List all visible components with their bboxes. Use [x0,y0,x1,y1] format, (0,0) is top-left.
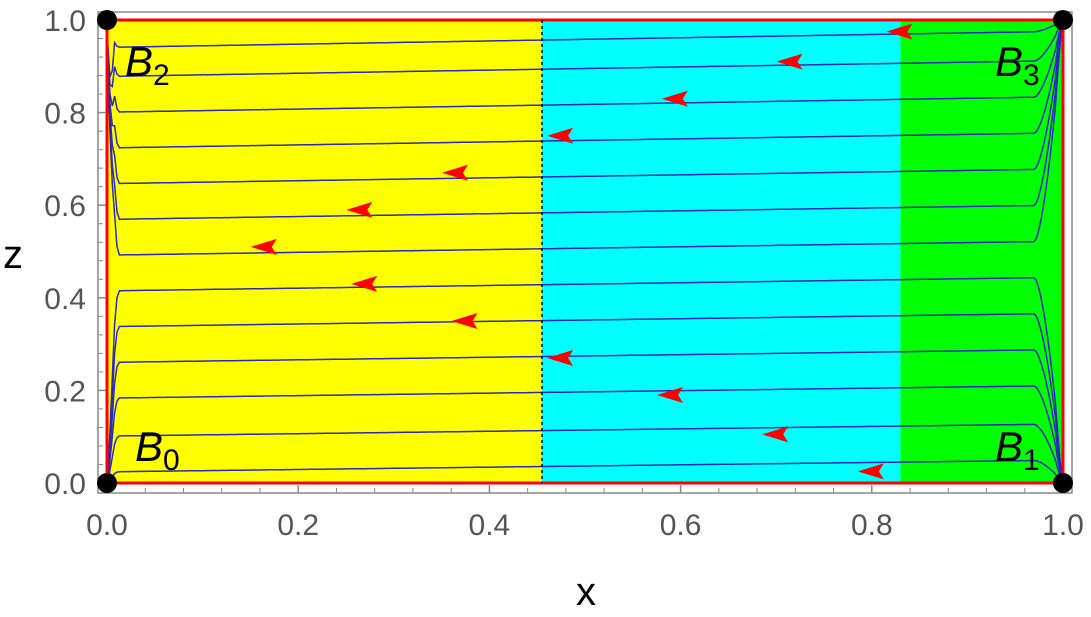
frame-border [97,11,1073,494]
z-tick-label-4: 0.8 [44,98,86,131]
z-axis-title: z [3,233,23,277]
trajectory-4 [106,313,1064,482]
flow-arrow-5 [351,275,378,292]
critical-point-subscript: 1 [1023,444,1040,477]
flow-arrow-0 [857,463,884,480]
trajectory-10 [106,20,1064,113]
invariant-boundary [105,18,1065,485]
trajectory-11 [106,20,1064,89]
trajectory-layer [106,19,1064,484]
critical-point-subscript: 3 [1023,59,1040,92]
trajectory-0 [106,459,1064,484]
region-layer [107,20,1063,483]
z-tick-label-2: 0.4 [44,283,86,316]
critical-point-label-B2: B2 [125,38,170,92]
flow-arrow-2 [657,387,684,404]
flow-arrow-8 [441,164,468,181]
trajectory-2 [106,385,1064,483]
critical-point-B1 [1053,473,1073,493]
flow-arrow-6 [250,238,277,255]
trajectory-6 [106,22,1064,256]
x-axis-title: x [576,570,596,614]
trajectory-1 [106,423,1064,483]
flow-arrow-7 [346,201,373,218]
region-1 [541,20,901,483]
critical-point-B0 [97,473,117,493]
trajectory-9 [106,20,1064,149]
critical-point-subscript: 2 [153,59,170,92]
critical-point-B2 [97,10,117,30]
arrow-layer [250,23,913,480]
trajectory-3 [106,349,1064,482]
x-tick-label-1: 0.2 [277,509,319,542]
region-2 [900,20,1063,483]
flow-arrow-1 [762,426,789,443]
trajectory-7 [106,21,1064,220]
boundary-layer [105,18,1065,485]
flow-arrow-10 [661,90,688,107]
critical-point-subscript: 0 [163,444,180,477]
flow-arrow-12 [886,23,913,40]
trajectory-8 [106,21,1064,185]
x-tick-label-0: 0.0 [86,509,128,542]
x-tick-label-5: 1.0 [1042,509,1084,542]
flow-arrow-9 [547,127,574,144]
z-tick-label-1: 0.2 [44,375,86,408]
flow-arrow-4 [451,312,478,329]
plot-frame [97,11,1073,494]
flow-arrow-3 [547,349,574,366]
critical-point-B3 [1053,10,1073,30]
x-tick-label-2: 0.4 [469,509,511,542]
x-tick-label-3: 0.6 [660,509,702,542]
tick-layer: 0.00.0 0.2 0.2 0.4 0.4 0.6 0.6 0.8 0.8 1.0 1.0 [44,5,1084,542]
trajectory-5 [106,276,1064,481]
flow-arrow-11 [776,53,803,70]
x-tick-label-4: 0.8 [851,509,893,542]
z-tick-label-5: 1.0 [44,5,86,38]
z-tick-label-0: 0.0 [44,468,86,501]
z-tick-label-3: 0.6 [44,190,86,223]
